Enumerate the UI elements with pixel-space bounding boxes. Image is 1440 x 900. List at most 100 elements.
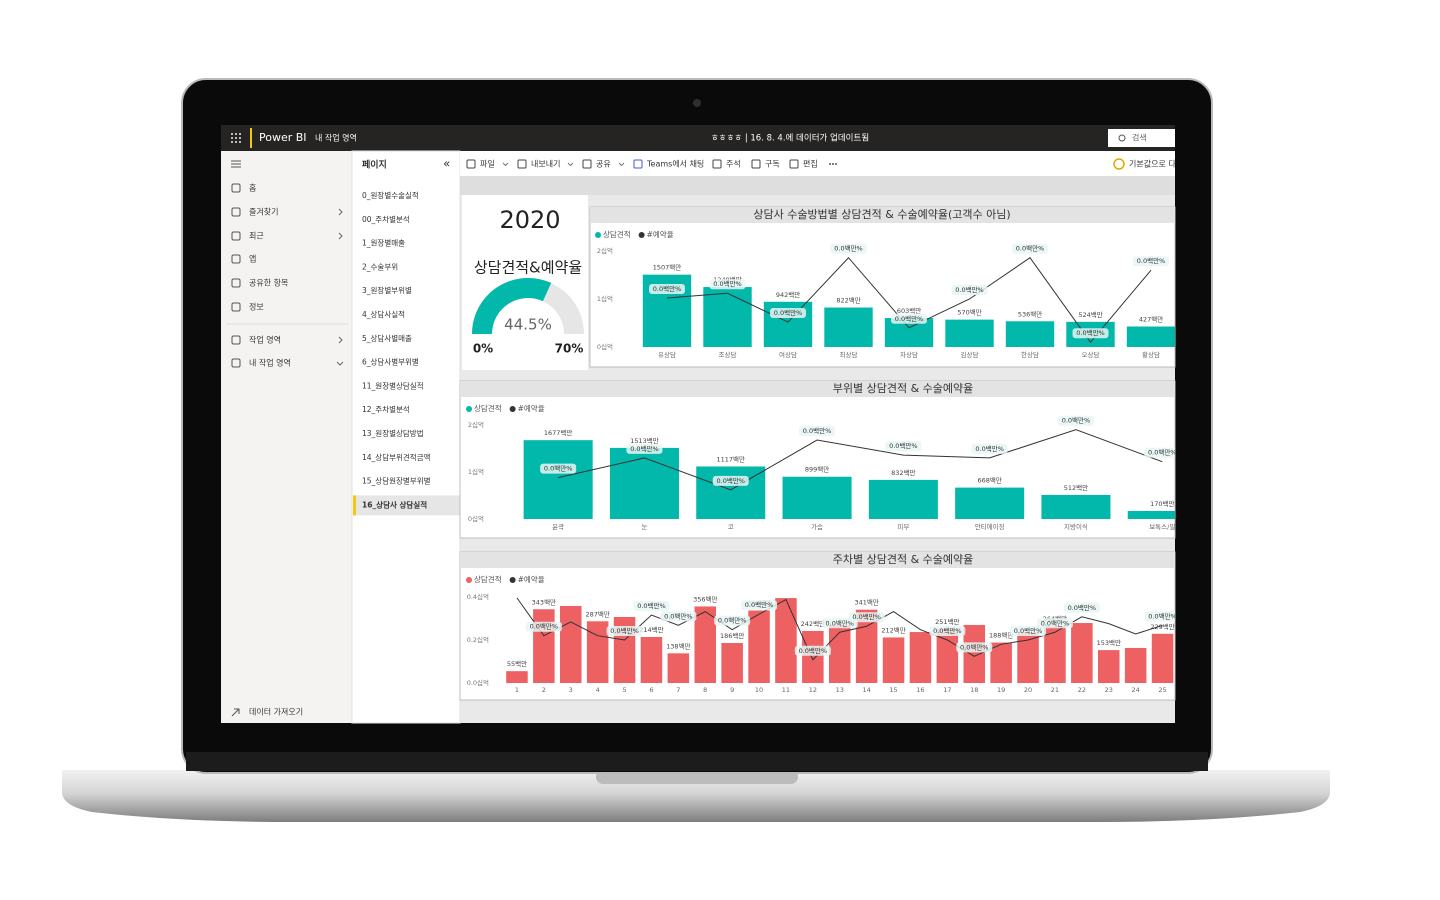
line-value-label: 0.0백만%: [960, 642, 988, 651]
toolbar-item[interactable]: 편집: [803, 159, 818, 169]
page-item[interactable]: 0_원장별수술실적: [362, 190, 419, 200]
legend-label[interactable]: #예약율: [518, 403, 545, 413]
bar-value-label: 832백만: [891, 468, 915, 477]
line-label-bg: [1063, 602, 1100, 613]
nav-item[interactable]: 즐겨찾기: [249, 207, 278, 217]
bar-value-label: 603백만: [897, 306, 921, 315]
page-item[interactable]: 15_상담원장별부위별: [362, 476, 431, 486]
x-tick-label: 14: [863, 686, 871, 694]
x-tick-label: 조상담: [719, 350, 737, 359]
line-value-label: 0.0백만%: [664, 611, 692, 620]
bar: [703, 287, 752, 347]
legend-label[interactable]: 상담견적: [474, 403, 502, 413]
bar: [868, 479, 938, 519]
line-label-bg: [951, 285, 988, 295]
collapse-icon[interactable]: «: [443, 157, 450, 171]
chart-title: 주차별 상담견적 & 수술예약율: [833, 552, 974, 566]
legend-dot: [595, 232, 601, 238]
search-icon: [1118, 134, 1126, 142]
chevron: [502, 162, 509, 167]
legend-label[interactable]: #예약율: [518, 574, 545, 584]
x-tick-label: 8: [703, 686, 707, 694]
nav-item[interactable]: 정보: [249, 302, 264, 312]
app-launcher[interactable]: [231, 133, 241, 143]
bar: [748, 610, 770, 683]
x-tick-label: 18: [970, 686, 978, 694]
legend-dot: [509, 406, 516, 412]
page-item[interactable]: 2_수술부위: [362, 262, 398, 271]
page-item[interactable]: 14_상담부위견적금액: [362, 452, 431, 462]
legend-dot: [638, 232, 645, 238]
nav-icon: [231, 358, 241, 368]
report-status[interactable]: ㅎㅎㅎㅎ | 16. 8. 4.에 데이터가 업데이트됨: [711, 133, 869, 144]
page-item[interactable]: 11_원장별상담실적: [362, 380, 424, 390]
bar-value-label: 341백만: [854, 598, 878, 607]
reset-button[interactable]: 기본값으로 다: [1129, 159, 1176, 169]
page-item[interactable]: 00_주차별분석: [362, 214, 410, 224]
page-item[interactable]: 1_원장별매출: [362, 238, 405, 248]
x-tick-label: 13: [836, 686, 844, 694]
toolbar-item[interactable]: Teams에서 채팅: [646, 159, 704, 169]
nav-icon: [231, 254, 241, 264]
more-icon[interactable]: [829, 163, 837, 165]
x-tick-label: 21: [1051, 686, 1059, 694]
toolbar-item[interactable]: 공유: [596, 160, 611, 169]
page-item[interactable]: 16_상담사 상담실적: [362, 499, 427, 509]
page-item[interactable]: 3_원장별부위별: [362, 285, 412, 295]
page-item[interactable]: 6_상담사별부위별: [362, 357, 419, 367]
nav-item[interactable]: 공유한 항목: [249, 279, 288, 288]
workspace-name[interactable]: 내 작업 영역: [315, 133, 357, 143]
search-box[interactable]: [1108, 129, 1175, 147]
nav-item[interactable]: 최근: [249, 231, 264, 241]
camera: [693, 99, 701, 107]
line-value-label: 0.0백만%: [826, 618, 854, 627]
toolbar-item[interactable]: 구독: [765, 160, 780, 169]
nav-item[interactable]: 홈: [249, 183, 256, 193]
line-value-label: 0.0백만%: [955, 285, 983, 294]
line-value-label: 0.0백만%: [1076, 328, 1104, 337]
line-value-label: 0.0백만%: [1137, 256, 1165, 265]
chevron: [338, 208, 343, 216]
nav-icon: [231, 335, 241, 345]
line-label-bg: [1036, 618, 1073, 629]
bar-value-label: 1513백만: [630, 436, 659, 445]
page-item[interactable]: 5_상담사별매출: [362, 333, 412, 343]
line-label-bg: [540, 463, 577, 474]
bar: [1097, 650, 1120, 683]
chevron: [567, 162, 574, 167]
bar: [936, 629, 959, 683]
legend-label[interactable]: #예약율: [647, 229, 674, 239]
line-value-label: 0.0백만%: [895, 314, 923, 323]
reset-icon: [1113, 158, 1125, 170]
nav-item[interactable]: 앱: [249, 255, 256, 264]
nav-item[interactable]: 내 작업 영역: [249, 358, 291, 368]
x-tick-label: 10: [755, 686, 763, 694]
bar: [1071, 623, 1093, 683]
toolbar-item[interactable]: 파일: [480, 160, 495, 169]
page-item[interactable]: 12_주차별분석: [362, 404, 410, 414]
bar: [586, 621, 609, 683]
page-item[interactable]: 4_상담사실적: [362, 309, 405, 319]
line-label-bg: [830, 243, 867, 254]
y-tick-label: 1십억: [468, 467, 484, 476]
page-item[interactable]: 13_원장별상담방법: [362, 428, 424, 438]
bar: [1151, 633, 1174, 683]
legend-label[interactable]: 상담견적: [474, 574, 502, 584]
line-value-label: 0.0백만%: [1041, 618, 1069, 627]
x-tick-label: 코: [728, 523, 734, 531]
legend-label[interactable]: 상담견적: [603, 229, 631, 239]
y-tick-label: 2십억: [468, 420, 484, 429]
nav-item[interactable]: 작업 영역: [249, 335, 281, 345]
nav-icon: [231, 183, 241, 193]
bezel-chin: [186, 752, 1208, 771]
line-value-label: 0.0백만%: [1148, 611, 1176, 620]
x-tick-label: 24: [1132, 686, 1140, 694]
toolbar-item[interactable]: 주석: [726, 159, 741, 169]
toolbar-item[interactable]: 내보내기: [531, 160, 560, 169]
nav-footer[interactable]: 데이터 가져오기: [249, 707, 303, 717]
hamburger[interactable]: [231, 160, 241, 168]
gauge-min: 0%: [473, 342, 493, 356]
y-tick-label: 1십억: [597, 294, 613, 303]
bar-value-label: 668백만: [977, 476, 1001, 485]
